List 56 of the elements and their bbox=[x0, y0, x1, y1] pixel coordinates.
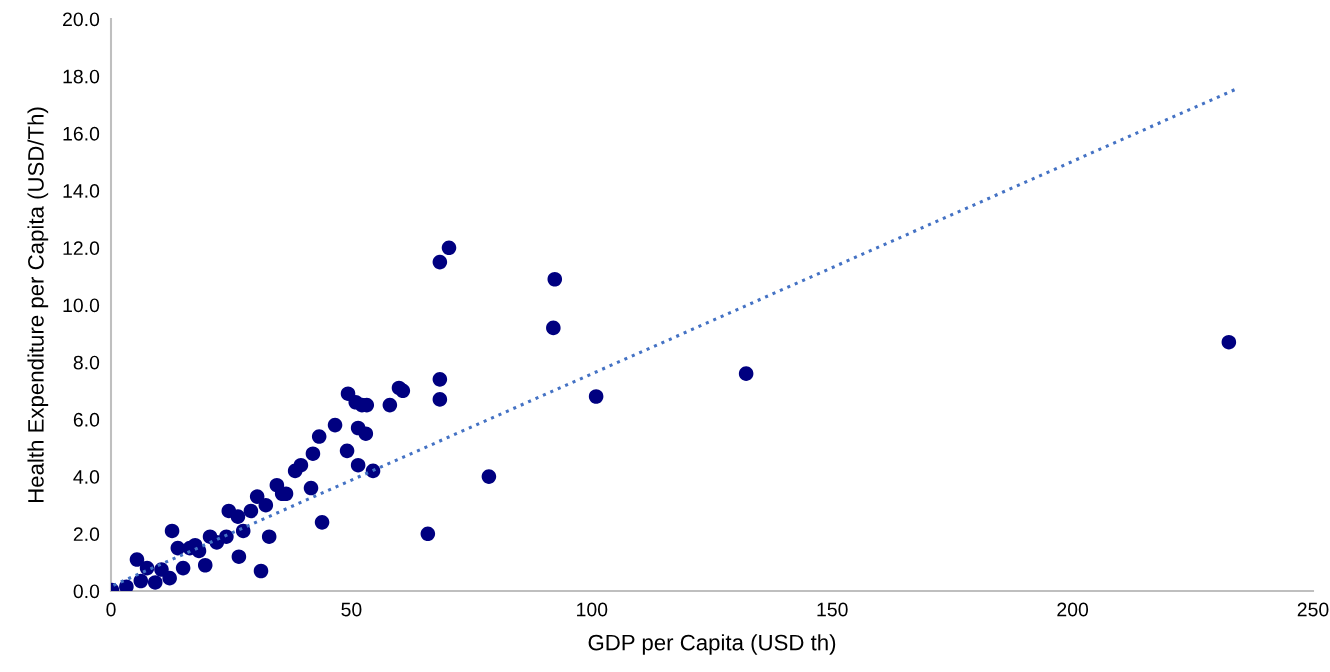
x-axis-title: GDP per Capita (USD th) bbox=[588, 634, 836, 655]
x-tick-label: 0 bbox=[106, 602, 116, 617]
point bbox=[311, 429, 327, 444]
y-tick-label: 8.0 bbox=[73, 355, 100, 370]
y-tick-label: 12.0 bbox=[63, 241, 100, 256]
x-tick-label: 50 bbox=[341, 602, 362, 617]
point bbox=[243, 503, 259, 519]
y-axis-title: Health Expenditure per Capita (USD/Th) bbox=[27, 107, 49, 503]
point bbox=[175, 560, 191, 576]
point bbox=[303, 480, 319, 496]
x-tick-label: 150 bbox=[817, 602, 848, 617]
point bbox=[197, 557, 213, 573]
point bbox=[119, 579, 134, 591]
y-tick-label: 10.0 bbox=[63, 298, 100, 313]
point bbox=[231, 549, 247, 564]
y-tick-label: 14.0 bbox=[63, 184, 100, 198]
point bbox=[588, 389, 604, 404]
y-tick-label: 20.0 bbox=[63, 12, 100, 27]
x-tick-label: 100 bbox=[577, 602, 608, 617]
y-tick-label: 16.0 bbox=[63, 126, 100, 141]
point bbox=[133, 573, 149, 589]
y-tick-label: 18.0 bbox=[63, 69, 100, 84]
point bbox=[432, 392, 448, 407]
point bbox=[305, 446, 321, 461]
y-tick-label: 6.0 bbox=[73, 412, 100, 427]
y-tick-label: 2.0 bbox=[73, 527, 100, 542]
point bbox=[382, 397, 398, 413]
point bbox=[350, 457, 366, 473]
point bbox=[395, 383, 411, 399]
point bbox=[546, 320, 561, 336]
point bbox=[314, 515, 330, 530]
point bbox=[1221, 334, 1237, 350]
point bbox=[164, 523, 180, 539]
point bbox=[420, 526, 436, 542]
x-tick-label: 250 bbox=[1297, 602, 1329, 617]
point bbox=[441, 240, 457, 256]
point bbox=[432, 372, 448, 387]
point bbox=[129, 552, 145, 567]
point bbox=[432, 254, 448, 270]
point bbox=[147, 575, 163, 590]
point bbox=[261, 529, 277, 544]
point bbox=[547, 271, 563, 287]
point bbox=[327, 417, 343, 433]
point bbox=[481, 469, 497, 484]
point bbox=[162, 570, 177, 586]
point bbox=[339, 443, 355, 459]
y-tick-label: 4.0 bbox=[73, 470, 100, 484]
x-tick-label: 200 bbox=[1057, 602, 1089, 617]
point bbox=[249, 489, 265, 504]
point bbox=[258, 497, 274, 513]
point bbox=[738, 366, 754, 381]
point bbox=[230, 509, 246, 524]
point bbox=[253, 563, 269, 579]
point bbox=[358, 426, 374, 441]
y-tick-label: 0.0 bbox=[73, 584, 100, 599]
point bbox=[287, 463, 303, 479]
